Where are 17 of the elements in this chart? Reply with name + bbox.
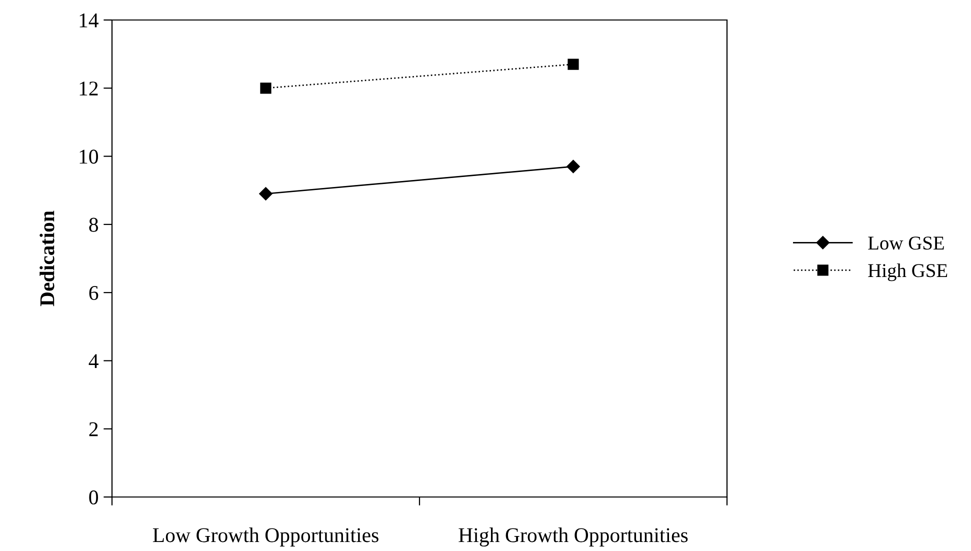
legend-label: High GSE xyxy=(868,263,948,282)
x-tick-label: Low Growth Opportunities xyxy=(152,528,378,546)
point xyxy=(568,58,579,70)
legend-label: Low GSE xyxy=(868,236,944,250)
y-tick-label: 14 xyxy=(80,13,98,28)
y-tick-label: 6 xyxy=(89,286,98,300)
y-tick-label: 10 xyxy=(80,150,98,164)
y-tick-label: 2 xyxy=(89,422,98,436)
point xyxy=(259,187,272,200)
y-tick-label: 12 xyxy=(80,82,98,96)
y-tick-label: 8 xyxy=(89,218,98,232)
y-tick-label: 0 xyxy=(89,490,98,504)
point xyxy=(566,160,580,174)
y-tick-label: 4 xyxy=(88,354,98,368)
point xyxy=(260,82,272,94)
y-axis-title: Dedication xyxy=(40,210,54,306)
x-tick-label: High Growth Opportunities xyxy=(458,528,688,547)
